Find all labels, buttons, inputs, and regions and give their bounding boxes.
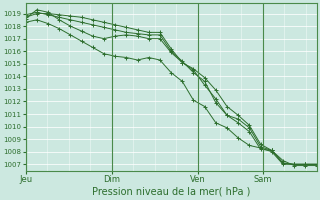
X-axis label: Pression niveau de la mer( hPa ): Pression niveau de la mer( hPa ) (92, 187, 250, 197)
